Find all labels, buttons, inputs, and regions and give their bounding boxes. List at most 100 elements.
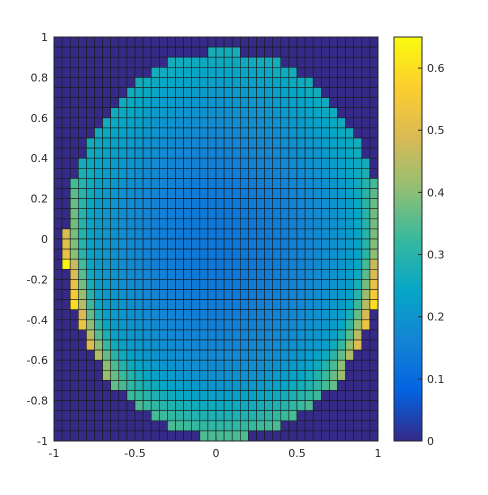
heatmap-cell [264, 46, 274, 58]
x-tick-label: 1 [375, 447, 382, 460]
heatmap-cell [199, 390, 209, 401]
heatmap-cell [353, 208, 363, 220]
heatmap-cell [231, 46, 241, 58]
heatmap-cell [126, 36, 136, 48]
heatmap-cell [110, 339, 120, 351]
heatmap-cell [118, 178, 128, 189]
heatmap-cell [231, 178, 241, 189]
heatmap-cell [159, 36, 168, 48]
heatmap-cell [329, 369, 338, 381]
heatmap-cell [288, 178, 298, 189]
heatmap-cell [345, 147, 355, 159]
heatmap-cell [142, 67, 152, 78]
heatmap-cell [61, 117, 71, 129]
heatmap-cell [142, 400, 152, 412]
heatmap-cell [167, 420, 176, 432]
heatmap-cell [296, 359, 306, 371]
heatmap-cell [78, 168, 87, 179]
heatmap-cell [61, 67, 71, 78]
heatmap-cell [167, 369, 176, 381]
heatmap-cell [215, 420, 225, 432]
heatmap-cell [175, 400, 184, 412]
heatmap-cell [288, 188, 298, 199]
heatmap-cell [126, 218, 136, 230]
heatmap-cell [345, 380, 355, 391]
heatmap-cell [134, 218, 144, 230]
heatmap-cell [134, 258, 144, 270]
heatmap-cell [248, 107, 257, 119]
heatmap-cell [337, 390, 346, 401]
heatmap-cell [353, 97, 363, 108]
heatmap-cell [69, 198, 79, 210]
heatmap-cell [199, 147, 209, 159]
heatmap-cell [296, 46, 306, 58]
heatmap-cell [248, 258, 257, 270]
heatmap-cell [223, 46, 233, 58]
heatmap-cell [312, 279, 322, 290]
heatmap-cell [369, 208, 379, 220]
heatmap-cell [320, 339, 330, 351]
heatmap-cell [102, 400, 111, 412]
heatmap-cell [69, 208, 79, 220]
heatmap-cell [118, 208, 128, 220]
heatmap-cell [94, 329, 103, 341]
heatmap-cell [353, 279, 363, 290]
heatmap-cell [69, 329, 79, 341]
heatmap-cell [272, 218, 282, 230]
heatmap-cell [248, 198, 257, 210]
heatmap-cell [304, 228, 314, 240]
heatmap-cell [86, 400, 95, 412]
heatmap-cell [329, 36, 338, 48]
heatmap-cell [361, 117, 371, 129]
heatmap-cell [159, 117, 168, 129]
heatmap-cell [167, 380, 176, 391]
heatmap-cell [337, 188, 346, 199]
heatmap-cell [256, 178, 265, 189]
heatmap-cell [329, 147, 338, 159]
heatmap-cell [167, 107, 176, 119]
heatmap-cell [142, 359, 152, 371]
heatmap-cell [94, 248, 103, 260]
heatmap-cell [223, 299, 233, 311]
heatmap-cell [110, 319, 120, 331]
heatmap-cell [150, 430, 160, 442]
heatmap-cell [207, 359, 217, 371]
heatmap-cell [126, 127, 136, 139]
heatmap-cell [353, 46, 363, 58]
heatmap-cell [248, 178, 257, 189]
heatmap-cell [110, 56, 120, 68]
heatmap-cell [256, 430, 265, 442]
heatmap-cell [78, 127, 87, 139]
heatmap-cell [150, 380, 160, 391]
heatmap-cell [272, 279, 282, 290]
heatmap-cell [69, 178, 79, 189]
heatmap-cell [320, 410, 330, 422]
heatmap-cell [231, 309, 241, 321]
heatmap-cell [320, 279, 330, 290]
heatmap-cell [94, 420, 103, 432]
heatmap-cell [53, 390, 63, 401]
heatmap-cell [296, 390, 306, 401]
heatmap-cell [191, 258, 201, 270]
heatmap-cell [240, 299, 249, 311]
heatmap-cell [175, 359, 184, 371]
heatmap-cell [231, 279, 241, 290]
heatmap-cell [167, 87, 176, 98]
heatmap-cell [280, 430, 290, 442]
heatmap-cell [102, 248, 111, 260]
heatmap-cell [345, 117, 355, 129]
heatmap-cell [288, 279, 298, 290]
heatmap-cell [264, 56, 274, 68]
heatmap-cell [248, 127, 257, 139]
heatmap-cell [183, 46, 193, 58]
heatmap-cell [53, 56, 63, 68]
heatmap-cell [353, 390, 363, 401]
heatmap-cell [240, 46, 249, 58]
heatmap-cell [134, 46, 144, 58]
heatmap-cell [191, 97, 201, 108]
heatmap-cell [167, 299, 176, 311]
heatmap-cell [86, 117, 95, 129]
heatmap-cell [304, 248, 314, 260]
heatmap-cell [199, 67, 209, 78]
heatmap-cell [102, 329, 111, 341]
